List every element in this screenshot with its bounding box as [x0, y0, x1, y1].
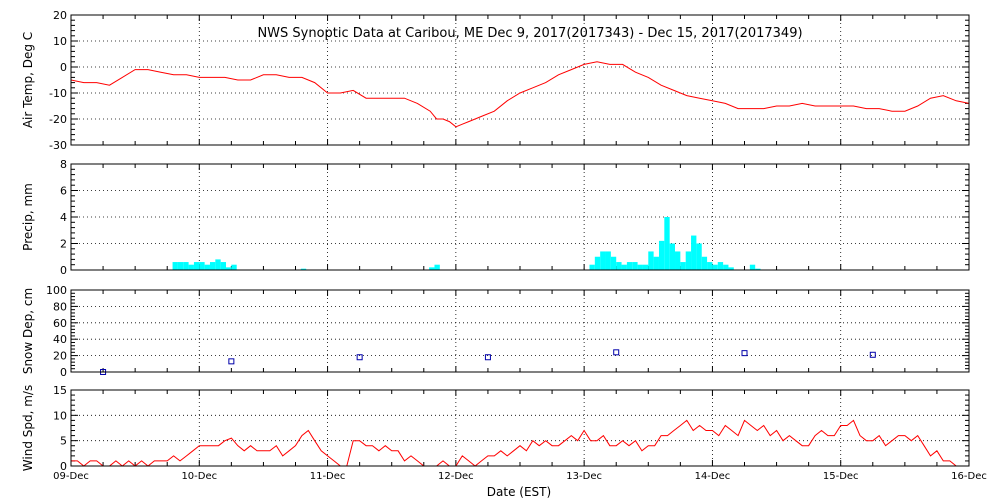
precip-bar	[177, 262, 184, 270]
y-tick-label: -30	[49, 139, 67, 152]
y-tick-label: 2	[60, 238, 67, 251]
precip-bar	[594, 256, 601, 270]
precip-bar	[188, 264, 194, 270]
precip-bar	[199, 262, 205, 270]
snow-y-axis-label: Snow Dep, cm	[21, 288, 35, 374]
x-tick-label: 09-Dec	[53, 471, 89, 482]
precip-bar	[653, 256, 659, 270]
x-tick-label: 15-Dec	[823, 471, 859, 482]
precip-bar	[209, 262, 216, 270]
chart-panels: -30 -20 -10 0 10 20 Air Temp, Deg C 0 2 4 6 8 Precip…	[21, 9, 987, 482]
snow-depth-point	[228, 358, 235, 365]
precip-bar	[707, 262, 713, 270]
snow-depth-point	[869, 351, 876, 358]
y-tick-label: 20	[53, 9, 67, 22]
precip-bar	[696, 243, 702, 270]
precip-bar	[605, 251, 611, 270]
wind-y-axis-label: Wind Spd, m/s	[21, 385, 35, 471]
y-tick-label: 100	[46, 284, 67, 297]
precip-bar	[172, 262, 178, 270]
y-tick-label: 0	[60, 460, 67, 473]
y-tick-label: 6	[60, 185, 67, 198]
temp-series-line	[70, 61, 970, 128]
y-tick-label: 8	[60, 158, 67, 171]
precip-y-axis-label: Precip, mm	[21, 183, 35, 251]
x-tick-label: 11-Dec	[310, 471, 346, 482]
wind-series-line	[71, 419, 969, 467]
snow-depth-point	[741, 350, 748, 357]
y-tick-label: 4	[60, 211, 67, 224]
panel-precip: 0 2 4 6 8 Precip, mm	[21, 158, 970, 277]
precip-bar	[749, 264, 756, 270]
snow-depth-point	[484, 354, 491, 361]
precip-bar	[728, 267, 734, 270]
y-tick-label: 0	[60, 366, 67, 379]
precip-bar	[231, 264, 237, 270]
x-tick-label: 12-Dec	[438, 471, 474, 482]
panel-frame	[70, 14, 970, 146]
y-tick-label: 15	[53, 384, 67, 397]
x-tick-label: 14-Dec	[695, 471, 731, 482]
y-tick-label: 60	[53, 317, 67, 330]
precip-bar	[300, 268, 307, 270]
y-tick-label: 20	[53, 350, 67, 363]
precip-bar	[717, 262, 724, 270]
precip-bar	[691, 235, 697, 270]
precip-bar	[589, 264, 595, 270]
chart-title: NWS Synoptic Data at Caribou, ME Dec 9, …	[257, 26, 802, 41]
panel-temp: -30 -20 -10 0 10 20 Air Temp, Deg C	[21, 9, 970, 152]
panel-snow: 0 20 40 60 80 100 Snow Dep, cm	[21, 284, 970, 379]
y-tick-label: 80	[53, 300, 67, 313]
y-tick-label: 40	[53, 333, 67, 346]
x-axis-label: Date (EST)	[487, 485, 551, 499]
x-tick-label: 16-Dec	[951, 471, 987, 482]
precip-bar	[220, 262, 227, 270]
precip-bar	[626, 262, 633, 270]
precip-bar	[215, 259, 221, 270]
precip-bar	[610, 256, 617, 270]
precip-bar	[226, 267, 232, 270]
precip-bar	[632, 262, 638, 270]
precip-bar	[429, 267, 435, 270]
y-tick-label: -20	[49, 113, 67, 126]
y-tick-label: 10	[53, 35, 67, 48]
precip-bar	[701, 256, 708, 270]
x-tick-label: 10-Dec	[181, 471, 217, 482]
precip-bar	[637, 264, 643, 270]
precip-bar	[680, 262, 686, 270]
y-tick-label: -10	[49, 87, 67, 100]
temp-y-axis-label: Air Temp, Deg C	[21, 32, 35, 128]
precip-bar	[621, 264, 627, 270]
precip-bar	[723, 264, 729, 270]
precip-bar	[675, 251, 681, 270]
y-tick-label: 0	[60, 264, 67, 277]
precip-bar	[193, 262, 200, 270]
precip-bar	[616, 262, 622, 270]
snow-depth-point	[613, 349, 620, 356]
precip-bar	[648, 251, 654, 270]
x-tick-label: 13-Dec	[566, 471, 602, 482]
precip-bar	[434, 264, 440, 270]
precip-bar	[658, 240, 665, 270]
panel-frame	[70, 389, 970, 467]
precip-bar	[600, 251, 606, 270]
panel-frame	[70, 289, 970, 373]
snow-depth-point	[356, 354, 363, 361]
precip-bar	[664, 217, 670, 270]
precip-bar	[755, 268, 761, 270]
precip-bar	[712, 264, 718, 270]
precip-bar	[669, 243, 676, 270]
precip-bar	[685, 251, 692, 270]
precip-bar	[204, 264, 210, 270]
panel-wind: 0 5 10 15 Wind Spd, m/s	[21, 384, 970, 473]
y-tick-label: 5	[60, 435, 67, 448]
panel-frame	[70, 163, 970, 271]
y-tick-label: 0	[60, 61, 67, 74]
y-tick-label: 10	[53, 409, 67, 422]
precip-bar	[183, 262, 189, 270]
precip-bar	[642, 264, 649, 270]
